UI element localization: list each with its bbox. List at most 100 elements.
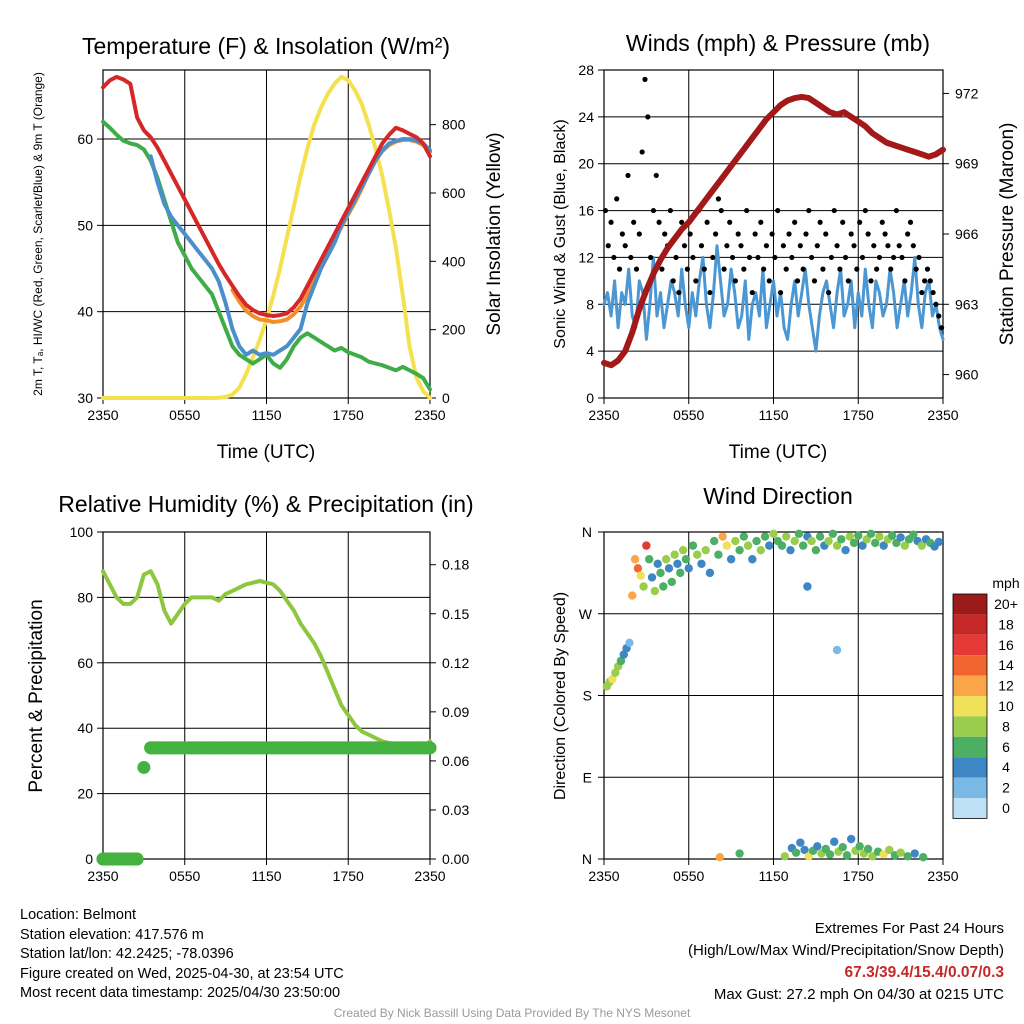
legend-label: 8 bbox=[1002, 718, 1010, 734]
legend-label: 12 bbox=[998, 678, 1014, 694]
direction-point bbox=[760, 532, 770, 541]
wind-ytick-label: 4 bbox=[586, 343, 594, 359]
gust-point bbox=[744, 207, 750, 214]
direction-point bbox=[765, 541, 774, 550]
direction-point bbox=[782, 532, 791, 541]
gust-point bbox=[766, 278, 772, 284]
station-latlon: Station lat/lon: 42.2425; -78.0396 bbox=[20, 946, 234, 962]
direction-point bbox=[756, 545, 765, 555]
gust-point bbox=[814, 243, 820, 249]
direction-point bbox=[743, 541, 753, 550]
direction-point bbox=[841, 545, 850, 555]
gust-point bbox=[628, 254, 634, 261]
direction-point bbox=[868, 852, 877, 861]
station-info: Location: Belmont Station elevation: 417… bbox=[20, 906, 344, 1004]
gust-point bbox=[933, 301, 939, 307]
gust-point bbox=[775, 207, 781, 214]
gust-point bbox=[927, 278, 933, 284]
direction-point bbox=[858, 541, 867, 550]
temp-series-line bbox=[148, 137, 432, 357]
direction-point bbox=[863, 844, 873, 854]
temp-xtick-label: 2350 bbox=[87, 407, 118, 423]
direction-point bbox=[653, 559, 662, 568]
direction-point bbox=[701, 545, 710, 555]
credit-line: Created By Nick Bassill Using Data Provi… bbox=[333, 1006, 691, 1020]
direction-point bbox=[664, 564, 674, 573]
rh-ytick-label: 60 bbox=[77, 655, 93, 671]
legend-label: 16 bbox=[998, 637, 1014, 653]
direction-point bbox=[681, 555, 691, 564]
rh-y2tick-label: 0.03 bbox=[442, 802, 469, 818]
temp-ytick-label: 60 bbox=[77, 131, 93, 147]
legend-frame bbox=[952, 593, 988, 819]
gust-point bbox=[653, 172, 659, 179]
wind-xtick-label: 0550 bbox=[673, 407, 704, 423]
dir-xtick-label: 0550 bbox=[673, 868, 704, 884]
gust-point bbox=[648, 254, 654, 261]
gust-point bbox=[865, 231, 871, 237]
gust-point bbox=[907, 219, 914, 225]
direction-point bbox=[900, 541, 910, 550]
direction-point bbox=[619, 650, 628, 659]
wind-speed-line bbox=[602, 244, 945, 353]
direction-point bbox=[842, 851, 852, 860]
pressure-line bbox=[601, 93, 946, 369]
rh-xtick-label: 1750 bbox=[333, 868, 364, 884]
direction-point bbox=[800, 845, 809, 855]
direction-point bbox=[633, 564, 643, 573]
direction-point bbox=[656, 568, 665, 578]
legend-swatch bbox=[953, 777, 987, 798]
direction-point bbox=[739, 532, 749, 541]
gust-point bbox=[811, 278, 818, 284]
legend-swatch bbox=[953, 757, 987, 778]
direction-point bbox=[639, 582, 648, 591]
gust-point bbox=[622, 243, 628, 249]
gust-point bbox=[820, 266, 826, 272]
direction-point bbox=[645, 555, 654, 564]
direction-point bbox=[790, 536, 799, 546]
direction-point bbox=[838, 842, 847, 852]
direction-point bbox=[807, 536, 816, 546]
direction-point bbox=[803, 582, 812, 591]
gust-point bbox=[676, 289, 682, 296]
rh-y2tick-label: 0.15 bbox=[442, 606, 469, 622]
dir-title: Wind Direction bbox=[703, 483, 853, 509]
direction-point bbox=[815, 532, 825, 541]
gust-point bbox=[763, 243, 770, 249]
direction-point bbox=[854, 531, 863, 540]
gust-point bbox=[667, 207, 673, 214]
direction-point bbox=[917, 541, 927, 550]
gust-point bbox=[919, 289, 925, 296]
temp-y2tick-label: 0 bbox=[442, 390, 450, 406]
temp-xtick-label: 1150 bbox=[251, 407, 281, 423]
gust-point bbox=[749, 289, 755, 296]
direction-point bbox=[903, 852, 912, 861]
direction-point bbox=[832, 541, 842, 550]
temp-xtick-label: 0550 bbox=[169, 407, 200, 423]
direction-point bbox=[919, 852, 928, 862]
wind-xtick-label: 1750 bbox=[843, 407, 874, 423]
direction-point bbox=[780, 852, 789, 861]
gust-point bbox=[777, 289, 784, 296]
legend-swatch bbox=[953, 696, 987, 717]
direction-point bbox=[628, 591, 637, 600]
rh-xtick-label: 2350 bbox=[414, 868, 445, 884]
wind-y2tick-label: 963 bbox=[955, 296, 979, 312]
temp-xtick-label: 2350 bbox=[414, 407, 445, 423]
dir-ytick-label: E bbox=[583, 769, 592, 785]
gust-point bbox=[729, 254, 736, 261]
temp-series-line bbox=[101, 74, 432, 400]
extremes-box: Extremes For Past 24 Hours (High/Low/Max… bbox=[688, 918, 1004, 1006]
legend-swatch bbox=[953, 655, 987, 676]
gust-point bbox=[650, 207, 657, 214]
temp-series-line bbox=[230, 137, 432, 324]
rh-xtick-label: 2350 bbox=[87, 868, 118, 884]
gust-point bbox=[752, 231, 758, 237]
direction-point bbox=[832, 645, 842, 655]
rh-y2tick-label: 0.09 bbox=[442, 704, 469, 720]
direction-point bbox=[726, 555, 736, 564]
direction-point bbox=[616, 656, 626, 666]
rh-ytick-label: 80 bbox=[77, 589, 93, 605]
direction-point bbox=[845, 532, 854, 541]
direction-point bbox=[731, 536, 740, 546]
